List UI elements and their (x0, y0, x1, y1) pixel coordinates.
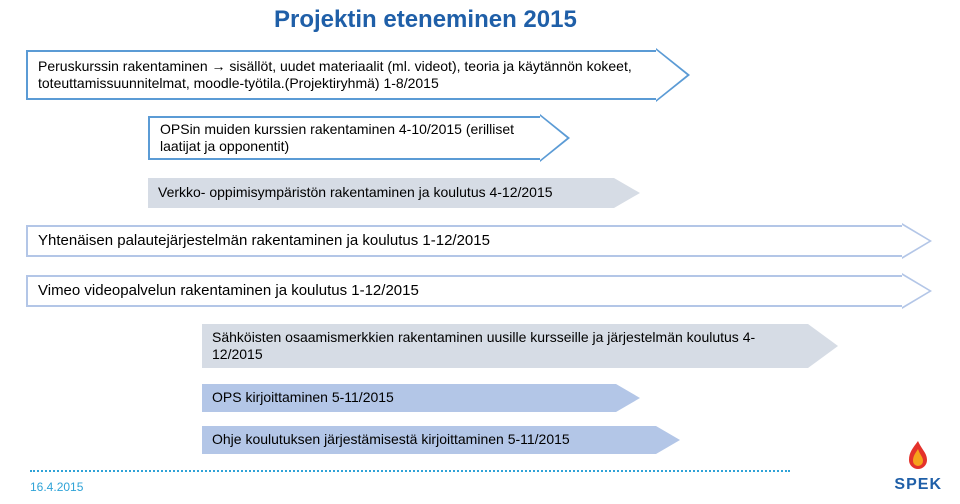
arrow-label: Peruskurssin rakentaminen → sisällöt, uu… (26, 50, 656, 100)
flame-icon (901, 440, 935, 474)
arrow-head-icon (540, 116, 570, 160)
arrow-label: Yhtenäisen palautejärjestelmän rakentami… (26, 225, 902, 257)
arrow-head-icon (902, 225, 932, 257)
arrow-head-icon (656, 426, 680, 454)
spek-logo: SPEK (894, 440, 942, 494)
slide-stage: { "title": { "text": "Projektin etenemin… (0, 0, 960, 504)
arrow-a3: Verkko- oppimisympäristön rakentaminen j… (148, 178, 640, 208)
arrow-label: Ohje koulutuksen järjestämisestä kirjoit… (202, 426, 656, 454)
dotted-divider (30, 470, 790, 472)
arrow-head-icon (902, 275, 932, 307)
arrow-a7: OPS kirjoittaminen 5-11/2015 (202, 384, 640, 412)
arrow-a5: Vimeo videopalvelun rakentaminen ja koul… (26, 275, 932, 307)
arrow-a1: Peruskurssin rakentaminen → sisällöt, uu… (26, 50, 690, 100)
arrow-head-icon (614, 178, 640, 208)
arrow-a8: Ohje koulutuksen järjestämisestä kirjoit… (202, 426, 680, 454)
arrow-a2: OPSin muiden kurssien rakentaminen 4-10/… (148, 116, 570, 160)
arrow-label: Vimeo videopalvelun rakentaminen ja koul… (26, 275, 902, 307)
arrow-head-icon (616, 384, 640, 412)
arrow-a4: Yhtenäisen palautejärjestelmän rakentami… (26, 225, 932, 257)
arrow-a6: Sähköisten osaamismerkkien rakentaminen … (202, 324, 838, 368)
footer-date: 16.4.2015 (30, 480, 83, 494)
arrow-head-icon (808, 324, 838, 368)
arrow-label: OPS kirjoittaminen 5-11/2015 (202, 384, 616, 412)
page-title: Projektin eteneminen 2015 (274, 6, 577, 34)
arrow-label: OPSin muiden kurssien rakentaminen 4-10/… (148, 116, 540, 160)
arrow-label: Sähköisten osaamismerkkien rakentaminen … (202, 324, 808, 368)
arrow-head-icon (656, 50, 690, 100)
logo-text: SPEK (894, 476, 942, 494)
arrow-label: Verkko- oppimisympäristön rakentaminen j… (148, 178, 614, 208)
